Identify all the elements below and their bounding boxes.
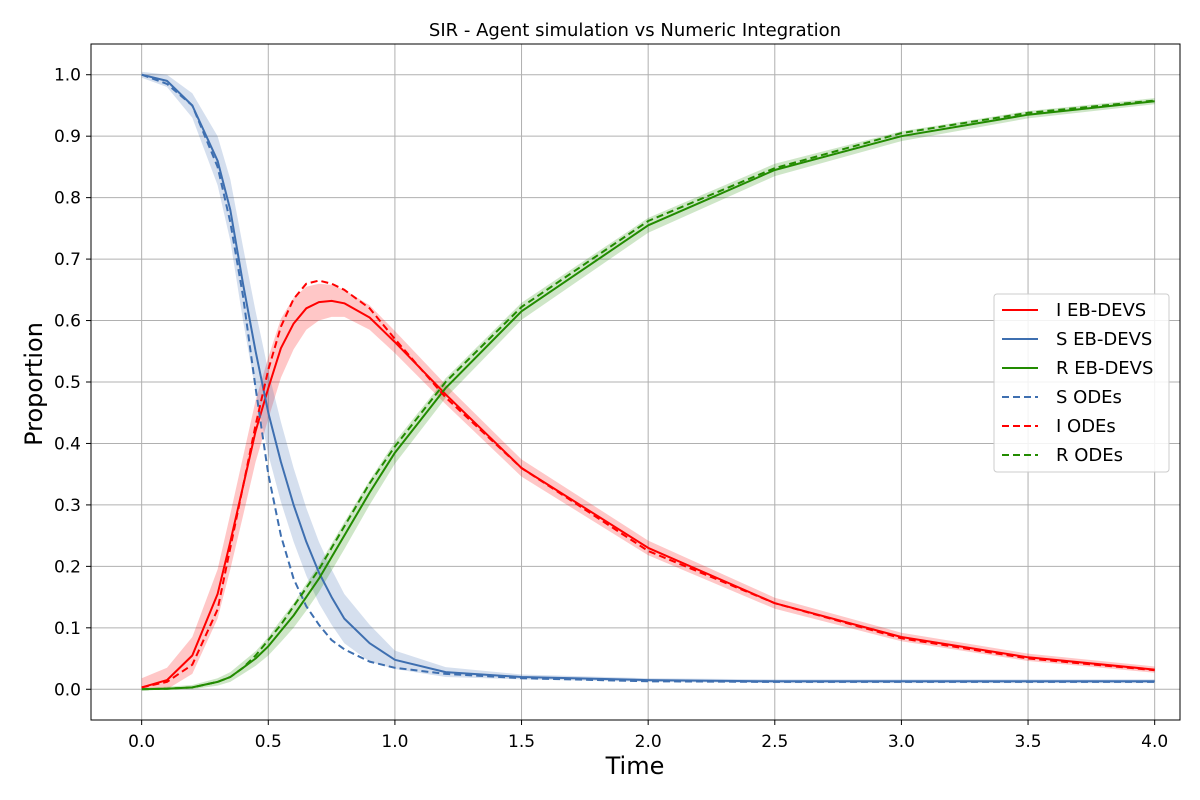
x-tick-label: 0.5 — [255, 732, 282, 752]
series-lines — [141, 73, 1155, 691]
y-tick-label: 0.2 — [54, 557, 81, 577]
y-tick-label: 0.0 — [54, 680, 81, 700]
y-tick-label: 0.8 — [54, 189, 81, 209]
legend-label: R EB-DEVS — [1056, 358, 1153, 379]
legend-label: R ODEs — [1056, 445, 1123, 466]
y-axis-label: Proportion — [20, 322, 48, 446]
chart-title: SIR - Agent simulation vs Numeric Integr… — [429, 20, 841, 41]
legend-label: I EB-DEVS — [1056, 300, 1146, 321]
y-axis-ticks: 0.0 0.1 0.2 0.3 0.4 0.5 0.6 0.7 0.8 0.9 1.0 — [54, 66, 91, 700]
legend: I EB-DEVS S EB-DEVS R EB-DEVS S ODEs I ODEs R… — [993, 293, 1170, 473]
y-tick-label: 0.1 — [54, 619, 81, 639]
y-tick-label: 0.5 — [54, 373, 81, 393]
y-tick-label: 0.3 — [54, 496, 81, 516]
series-r-odes — [141, 99, 1155, 691]
y-tick-label: 0.9 — [54, 127, 81, 147]
x-axis-label: Time — [605, 752, 665, 780]
y-tick-label: 0.4 — [54, 434, 81, 454]
series-s-odes — [141, 73, 1155, 683]
series-i-odes — [141, 279, 1155, 689]
series-r-eb-devs — [141, 100, 1155, 691]
x-tick-label: 4.0 — [1141, 732, 1168, 752]
legend-label: S EB-DEVS — [1056, 329, 1152, 350]
y-tick-label: 0.7 — [54, 250, 81, 270]
x-tick-label: 2.5 — [761, 732, 788, 752]
x-tick-label: 3.0 — [888, 732, 915, 752]
x-tick-label: 0.0 — [128, 732, 155, 752]
x-tick-label: 1.5 — [508, 732, 535, 752]
legend-label: S ODEs — [1056, 387, 1122, 408]
x-axis-ticks: 0.0 0.5 1.0 1.5 2.0 2.5 3.0 3.5 4.0 — [128, 720, 1168, 752]
legend-label: I ODEs — [1056, 416, 1116, 437]
y-tick-label: 1.0 — [54, 66, 81, 86]
x-tick-label: 3.5 — [1015, 732, 1042, 752]
x-tick-label: 1.0 — [381, 732, 408, 752]
y-tick-label: 0.6 — [54, 312, 81, 332]
x-tick-label: 2.0 — [635, 732, 662, 752]
series-i-eb-devs — [141, 299, 1155, 689]
